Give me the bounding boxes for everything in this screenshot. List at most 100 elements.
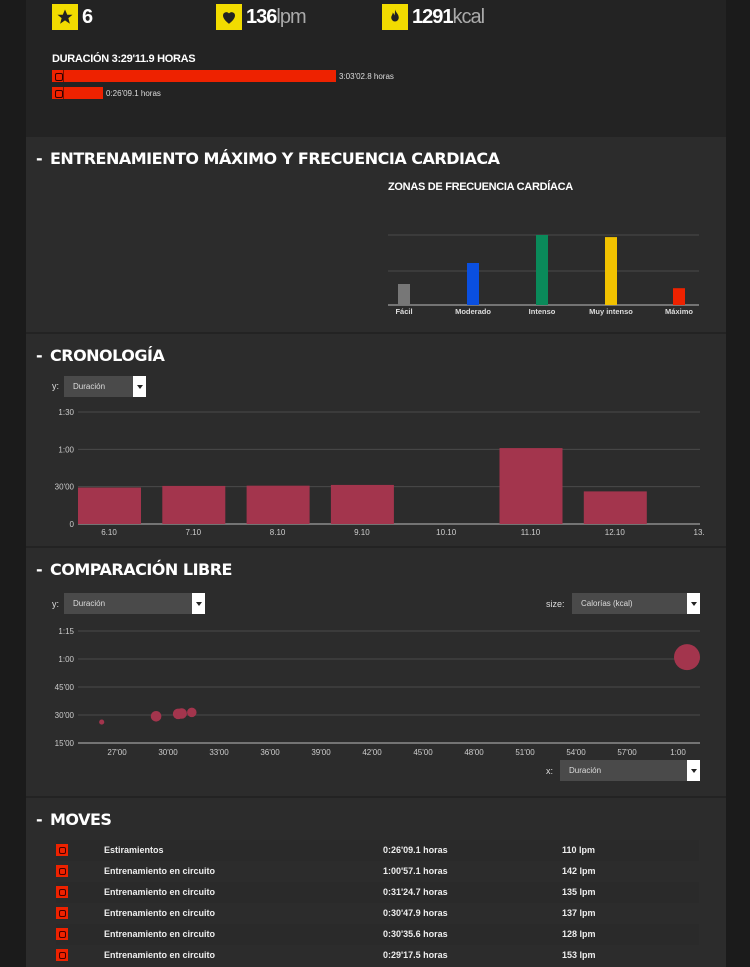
move-heart-rate: 142 lpm (562, 866, 596, 876)
zone-bar[interactable] (536, 235, 548, 305)
scatter-point[interactable] (99, 719, 105, 725)
zone-bar[interactable] (605, 237, 617, 305)
move-duration: 0:29'17.5 horas (383, 950, 448, 960)
compare-chart: 15'00 30'00 45'00 1:00 1:15 27'00 30'00 33'00 36… (55, 627, 700, 757)
x-tick-label: 27'00 (107, 748, 127, 757)
compare-x-select[interactable]: Duración (560, 760, 700, 781)
heart-rate-value: 136 (246, 5, 277, 28)
scatter-point[interactable] (176, 708, 187, 719)
compare-y-label: y: (52, 599, 60, 609)
moves-section-title[interactable]: - MOVES (36, 810, 112, 829)
compare-y-select[interactable]: Duración (64, 593, 205, 614)
y-tick-label: 0 (70, 520, 75, 529)
stretch-icon (52, 87, 64, 99)
x-tick-label: 1:00 (670, 748, 686, 757)
move-row[interactable]: Entrenamiento en circuito 0:29'17.5 horas… (56, 945, 699, 966)
duration-bar (64, 70, 336, 82)
chrono-bar[interactable] (78, 487, 141, 524)
x-tick-label: 48'00 (464, 748, 484, 757)
move-duration: 0:30'47.9 horas (383, 908, 448, 918)
chrono-bar[interactable] (162, 485, 226, 524)
move-row[interactable]: Entrenamiento en circuito 1:00'57.1 horas… (56, 861, 699, 882)
chrono-y-label: y: (52, 381, 60, 391)
training-icon (56, 907, 68, 919)
move-name: Entrenamiento en circuito (104, 929, 216, 939)
y-tick-label: 45'00 (55, 683, 75, 692)
zone-label: Máximo (665, 307, 693, 316)
move-row[interactable]: Entrenamiento en circuito 0:30'47.9 horas… (56, 903, 699, 924)
move-duration: 1:00'57.1 horas (383, 866, 448, 876)
chevron-down-icon (133, 376, 146, 397)
chevron-down-icon (687, 593, 700, 614)
x-tick-label: 12.10 (605, 528, 626, 537)
duration-title: DURACIÓN 3:29'11.9 HORAS (52, 53, 196, 65)
training-icon (56, 928, 68, 940)
move-row[interactable]: Entrenamiento en circuito 0:30'35.6 horas… (56, 924, 699, 945)
compare-x-label: x: (546, 766, 554, 776)
chrono-bar[interactable] (583, 491, 647, 524)
move-row[interactable]: Entrenamiento en circuito 0:31'24.7 horas… (56, 882, 699, 903)
calories-value: 1291 (412, 5, 453, 28)
zone-bar[interactable] (673, 288, 685, 305)
moves-count: 6 (82, 5, 93, 28)
chrono-bar[interactable] (499, 448, 563, 524)
heart-rate-unit: lpm (276, 5, 306, 28)
moves-stat: 6 (52, 4, 93, 30)
duration-bar-label: 3:03'02.8 horas (339, 72, 394, 81)
zone-label: Intenso (529, 307, 556, 316)
move-duration: 0:30'35.6 horas (383, 929, 448, 939)
duration-bar-label: 0:26'09.1 horas (106, 89, 161, 98)
x-tick-label: 39'00 (311, 748, 331, 757)
x-tick-label: 54'00 (566, 748, 586, 757)
x-tick-label: 45'00 (413, 748, 433, 757)
x-tick-label: 6.10 (101, 528, 117, 537)
scatter-point[interactable] (150, 711, 162, 722)
training-icon (52, 70, 64, 82)
chrono-bar[interactable] (330, 484, 394, 524)
chrono-section-title[interactable]: - CRONOLOGÍA (36, 346, 165, 365)
zone-label: Moderado (455, 307, 491, 316)
hr-section-title[interactable]: - ENTRENAMIENTO MÁXIMO Y FRECUENCIA CARDI… (36, 149, 500, 168)
compare-section-title[interactable]: - COMPARACIÓN LIBRE (36, 560, 232, 579)
x-tick-label: 10.10 (436, 528, 457, 537)
move-name: Entrenamiento en circuito (104, 908, 216, 918)
x-tick-label: 30'00 (158, 748, 178, 757)
compare-size-label: size: (546, 599, 565, 609)
y-tick-label: 1:15 (58, 627, 74, 636)
move-heart-rate: 135 lpm (562, 887, 596, 897)
move-heart-rate: 128 lpm (562, 929, 596, 939)
scatter-point[interactable] (674, 644, 700, 671)
chevron-down-icon (192, 593, 205, 614)
zone-label: Muy intenso (589, 307, 633, 316)
move-heart-rate: 137 lpm (562, 908, 596, 918)
dashboard-page: 6 136 lpm 1291 kcal DURACIÓN 3:29'11.9 H… (26, 0, 726, 967)
chevron-down-icon (687, 760, 700, 781)
x-tick-label: 8.10 (270, 528, 286, 537)
scatter-point[interactable] (187, 707, 197, 718)
y-tick-label: 30'00 (55, 483, 75, 492)
move-heart-rate: 153 lpm (562, 950, 596, 960)
x-tick-label: 36'00 (260, 748, 280, 757)
x-tick-label: 33'00 (209, 748, 229, 757)
x-tick-label: 57'00 (617, 748, 637, 757)
calories-stat: 1291 kcal (382, 4, 486, 30)
chrono-y-select[interactable]: Duración (64, 376, 146, 397)
zone-bar[interactable] (398, 284, 410, 305)
zone-bar[interactable] (467, 263, 479, 305)
heart-rate-stat: 136 lpm (216, 4, 307, 30)
stretch-icon (56, 844, 68, 856)
x-tick-label: 42'00 (362, 748, 382, 757)
move-row[interactable]: Estiramientos 0:26'09.1 horas 110 lpm (56, 840, 699, 861)
x-tick-label: 11.10 (521, 528, 541, 537)
compare-size-select[interactable]: Calorías (kcal) (572, 593, 700, 614)
chrono-bar[interactable] (246, 485, 310, 524)
y-tick-label: 30'00 (55, 711, 75, 720)
move-duration: 0:26'09.1 horas (383, 845, 448, 855)
move-name: Entrenamiento en circuito (104, 950, 216, 960)
calories-unit: kcal (452, 5, 486, 28)
star-icon (52, 4, 78, 30)
x-tick-label: 13. (694, 528, 705, 537)
zones-chart-title: ZONAS DE FRECUENCIA CARDÍACA (388, 181, 573, 193)
y-tick-label: 1:00 (58, 655, 74, 664)
compare-section: - COMPARACIÓN LIBRE y: Duración size: Cal… (26, 548, 726, 796)
